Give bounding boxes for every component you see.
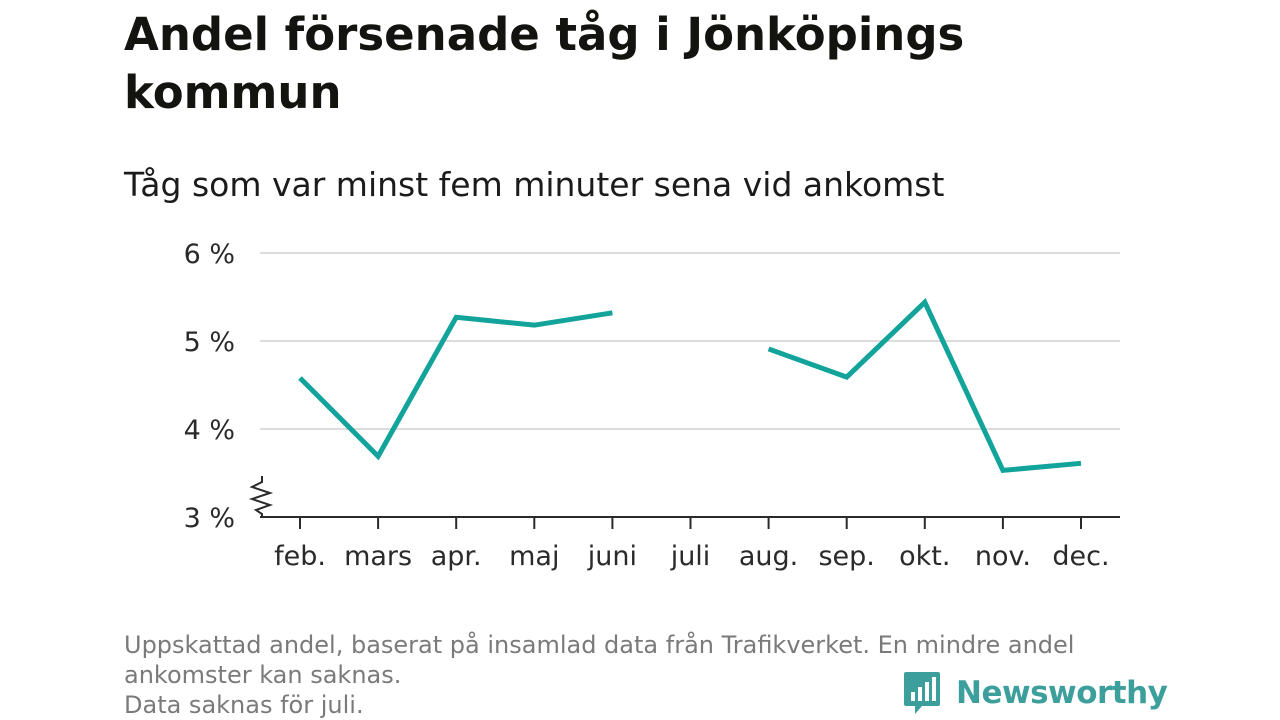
chart-title: Andel försenade tåg i Jönköpings kommun xyxy=(124,8,965,119)
x-tick-label: nov. xyxy=(975,541,1031,572)
x-tick-label: dec. xyxy=(1052,541,1109,572)
y-tick-label: 3 % xyxy=(184,503,235,534)
series-line xyxy=(298,310,613,461)
x-tick-label: feb. xyxy=(274,541,326,572)
y-tick-label: 6 % xyxy=(184,239,235,270)
x-tick-label: mars xyxy=(344,541,412,572)
tick-labels: 3 % 4 % 5 % 6 % feb. mars apr. maj juni juli aug. s… xyxy=(184,239,1110,572)
x-tick-label: maj xyxy=(509,541,559,572)
x-tick-label: juli xyxy=(670,541,711,572)
footnote-line-2: ankomster kan saknas. xyxy=(124,661,402,689)
chart-subtitle: Tåg som var minst fem minuter sena vid a… xyxy=(124,165,945,204)
gridlines xyxy=(260,252,1120,430)
footnote: Uppskattad andel, baserat på insamlad da… xyxy=(124,630,1164,720)
x-tick-label: okt. xyxy=(899,541,950,572)
y-tick-label: 4 % xyxy=(184,415,235,446)
footnote-line-1: Uppskattad andel, baserat på insamlad da… xyxy=(124,631,1075,659)
x-tick-label: juni xyxy=(587,541,637,572)
x-tick-label: apr. xyxy=(431,541,482,572)
y-tick-label: 5 % xyxy=(184,327,235,358)
x-tick-label: sep. xyxy=(818,541,874,572)
series xyxy=(298,298,1082,474)
series-line xyxy=(767,298,1082,474)
newsworthy-logo-icon xyxy=(904,672,940,714)
x-tick-label: aug. xyxy=(739,541,798,572)
line-chart: 3 % 4 % 5 % 6 % feb. mars apr. maj juni juli aug. s… xyxy=(184,239,1120,572)
footnote-line-3: Data saknas för juli. xyxy=(124,691,364,719)
newsworthy-logo: Newsworthy xyxy=(902,670,1168,716)
axes xyxy=(248,476,1120,529)
y-axis-break xyxy=(248,476,274,517)
logo-wordmark: Newsworthy xyxy=(956,675,1168,711)
